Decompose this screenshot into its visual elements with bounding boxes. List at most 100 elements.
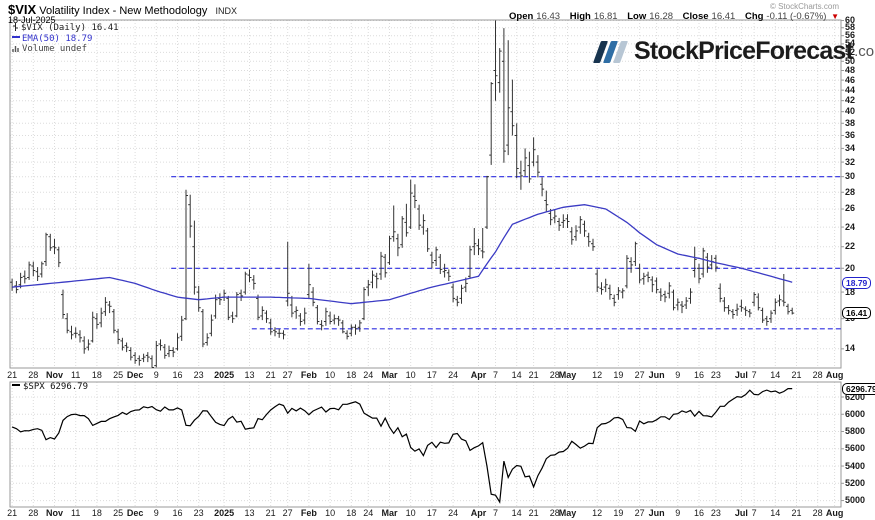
x-axis-label: 28 (28, 370, 39, 380)
x-axis-label: 28 (549, 508, 560, 518)
x-axis-label: Aug (825, 508, 844, 518)
x-axis-label: 17 (426, 370, 437, 380)
close-label: Close (682, 11, 709, 22)
spx-line (11, 388, 793, 504)
x-axis-label: 25 (113, 508, 124, 518)
x-axis-label: 19 (613, 370, 624, 380)
spx-legend: $SPX 6296.79 (12, 382, 88, 392)
x-axis-label: May (558, 370, 577, 380)
x-axis-label: 27 (634, 370, 645, 380)
x-axis-labels-bottom: 21 28 Nov 11 18 25 Dec 9 16 23 2025 13 21 27 Feb 10 18 24… (0, 508, 875, 520)
symbol: $VIX (8, 2, 37, 17)
x-axis-label: 13 (244, 370, 255, 380)
y-axis-ticks (841, 20, 844, 502)
x-axis-label: 7 (751, 508, 757, 518)
x-axis-label: Jun (648, 370, 665, 380)
high-value: 16.81 (593, 11, 618, 22)
x-axis-label: 21 (791, 508, 802, 518)
x-axis-label: 18 (91, 508, 102, 518)
x-axis-label: 21 (7, 508, 18, 518)
x-axis-label: 11 (71, 370, 81, 380)
x-axis-label: Mar (381, 370, 398, 380)
ema50-line (12, 204, 793, 305)
x-axis-label: 23 (710, 508, 721, 518)
x-axis-label: 21 (265, 370, 276, 380)
symbol-title: Volatility Index - New Methodology (39, 5, 208, 17)
x-axis-label: 14 (511, 370, 522, 380)
x-axis-label: 16 (693, 508, 705, 518)
x-axis-label: 12 (592, 370, 603, 380)
x-axis-label: 21 (528, 370, 539, 380)
spx-line-swatch (12, 384, 20, 386)
spx-panel-frame (9, 381, 842, 508)
x-axis-label: 2025 (214, 508, 235, 518)
x-axis-labels-main: 21 28 Nov 11 18 25 Dec 9 16 23 2025 13 21 27 Feb 10 18 24… (0, 370, 875, 382)
x-axis-label: 18 (91, 370, 102, 380)
chart-header: $VIX Volatility Index - New Methodology … (8, 2, 237, 17)
legend-ema-row: EMA(50) 18.79 (12, 34, 119, 45)
x-axis-label: May (558, 508, 577, 518)
x-axis-label: 10 (405, 508, 416, 518)
chart-date: 18-Jul-2025 (8, 15, 56, 25)
x-axis-label: 28 (549, 370, 560, 380)
x-axis-label: 7 (751, 370, 757, 380)
x-axis-label: 9 (153, 370, 159, 380)
x-axis-label: Nov (45, 508, 64, 518)
x-axis-label: 21 (7, 370, 18, 380)
x-axis-label: Mar (381, 508, 398, 518)
legend-symbol-row: $VIX (Daily) 16.41 (12, 23, 119, 35)
x-axis-label: 18 (346, 508, 357, 518)
chg-label: Chg (744, 11, 764, 22)
quote-strip: Open 16.43 High 16.81 Low 16.28 Close 16.41 … (502, 11, 839, 22)
down-arrow-icon: ▼ (831, 12, 839, 21)
x-axis-label: 17 (426, 508, 437, 518)
x-axis-label: 2025 (214, 370, 235, 380)
ema-line-swatch (12, 35, 20, 38)
x-axis-label: 13 (244, 508, 255, 518)
ohlc-bar-icon (12, 23, 19, 35)
x-axis-label: 9 (675, 370, 681, 380)
x-axis-label: 16 (693, 370, 705, 380)
gridlines (10, 20, 841, 507)
x-axis-label: Nov (45, 370, 64, 380)
vix-ohlc-bars (10, 20, 795, 368)
x-axis-label: Feb (300, 370, 317, 380)
open-label: Open (509, 11, 534, 22)
x-axis-label: Aug (825, 370, 844, 380)
logo-tld: .com (854, 43, 875, 60)
x-axis-label: 9 (675, 508, 681, 518)
x-axis-label: 10 (325, 508, 336, 518)
logo-name: StockPriceForecast (634, 37, 854, 65)
x-axis-label: 18 (346, 370, 357, 380)
x-axis-label: 14 (770, 508, 781, 518)
x-axis-label: 27 (634, 508, 645, 518)
x-axis-label: 14 (770, 370, 781, 380)
main-chart-legend: $VIX (Daily) 16.41 EMA(50) 18.79 Volume … (12, 23, 119, 56)
stockpriceforecast-logo: StockPriceForecast .com (592, 37, 875, 66)
high-label: High (569, 11, 591, 22)
x-axis-label: 10 (405, 370, 416, 380)
x-axis-label: 23 (193, 370, 204, 380)
x-axis-label: Jul (734, 370, 748, 380)
vix-panel-frame (9, 19, 842, 369)
x-axis-label: 28 (812, 508, 823, 518)
x-axis-label: 27 (282, 370, 293, 380)
x-axis-label: 11 (71, 508, 81, 518)
low-value: 16.28 (649, 11, 674, 22)
x-axis-label: 12 (592, 508, 603, 518)
chg-value: -0.11 (-0.67%) (766, 11, 827, 22)
x-axis-label: 27 (282, 508, 293, 518)
x-axis-label: 14 (511, 508, 522, 518)
x-axis-label: 28 (812, 370, 823, 380)
x-axis-label: 21 (528, 508, 539, 518)
x-axis-label: 25 (113, 370, 124, 380)
x-axis-label: 28 (28, 508, 39, 518)
close-value: 16.41 (711, 11, 736, 22)
legend-volume-row: Volume undef (12, 44, 119, 56)
x-axis-label: 9 (153, 508, 159, 518)
x-axis-label: 23 (710, 370, 721, 380)
x-axis-label: 16 (172, 370, 183, 380)
x-axis-label: 24 (363, 508, 374, 518)
low-label: Low (627, 11, 647, 22)
